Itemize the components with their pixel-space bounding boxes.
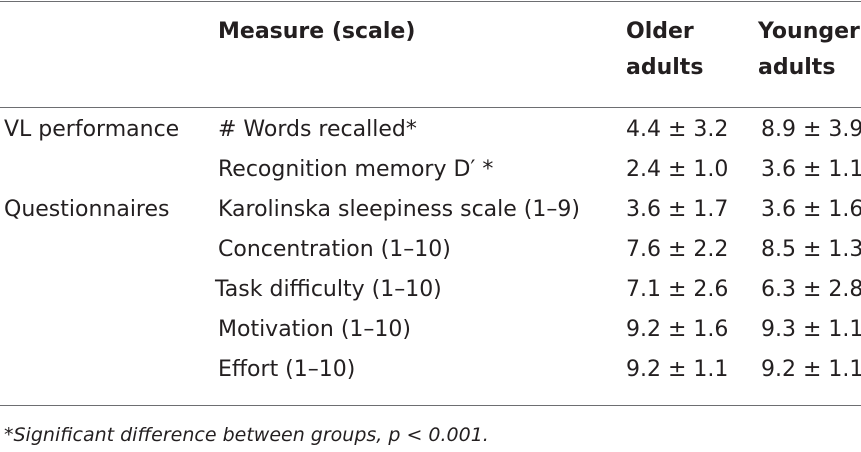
older-adults-value: 7.1 ± 2.6 xyxy=(626,277,729,302)
table-row: VL performance # Words recalled* 4.4 ± 3… xyxy=(0,110,861,150)
measure-cell: Effort (1–10) xyxy=(218,357,356,382)
column-header-older-line1: Older xyxy=(626,19,694,44)
group-label: Questionnaires xyxy=(4,197,170,222)
table-row: Motivation (1–10) 9.2 ± 1.6 9.3 ± 1.1 xyxy=(0,310,861,350)
measure-cell: Karolinska sleepiness scale (1–9) xyxy=(218,197,580,222)
column-header-younger-line1: Younger xyxy=(758,19,860,44)
younger-adults-value: 8.9 ± 3.9 xyxy=(761,117,861,142)
older-adults-value: 9.2 ± 1.1 xyxy=(626,357,729,382)
table-row: Effort (1–10) 9.2 ± 1.1 9.2 ± 1.1 xyxy=(0,350,861,390)
column-header-measure: Measure (scale) xyxy=(218,19,416,44)
older-adults-value: 4.4 ± 3.2 xyxy=(626,117,729,142)
older-adults-value: 2.4 ± 1.0 xyxy=(626,157,729,182)
table-footnote: *Significant difference between groups, … xyxy=(4,424,489,446)
measure-cell: Task difficulty (1–10) xyxy=(215,277,442,302)
group-label: VL performance xyxy=(4,117,180,142)
older-adults-value: 9.2 ± 1.6 xyxy=(626,317,729,342)
table-row: Questionnaires Karolinska sleepiness sca… xyxy=(0,190,861,230)
table-row: Task difficulty (1–10) 7.1 ± 2.6 6.3 ± 2… xyxy=(0,270,861,310)
younger-adults-value: 9.3 ± 1.1 xyxy=(761,317,861,342)
measure-cell: Recognition memory D′ * xyxy=(218,157,494,182)
younger-adults-value: 3.6 ± 1.1 xyxy=(761,157,861,182)
column-header-older-adults: Older adults xyxy=(626,14,703,86)
header-divider-rule xyxy=(0,107,861,108)
younger-adults-value: 6.3 ± 2.8 xyxy=(761,277,861,302)
table-bottom-rule xyxy=(0,405,861,406)
older-adults-value: 7.6 ± 2.2 xyxy=(626,237,729,262)
younger-adults-value: 9.2 ± 1.1 xyxy=(761,357,861,382)
column-header-older-line2: adults xyxy=(626,55,704,80)
younger-adults-value: 3.6 ± 1.6 xyxy=(761,197,861,222)
column-header-younger-line2: adults xyxy=(758,55,836,80)
table-row: Concentration (1–10) 7.6 ± 2.2 8.5 ± 1.3 xyxy=(0,230,861,270)
table-row: Recognition memory D′ * 2.4 ± 1.0 3.6 ± … xyxy=(0,150,861,190)
column-header-younger-adults: Younger adults xyxy=(758,14,860,86)
measure-cell: Motivation (1–10) xyxy=(218,317,411,342)
measure-cell: # Words recalled* xyxy=(218,117,417,142)
measure-cell: Concentration (1–10) xyxy=(218,237,451,262)
table-top-rule xyxy=(0,1,861,2)
younger-adults-value: 8.5 ± 1.3 xyxy=(761,237,861,262)
older-adults-value: 3.6 ± 1.7 xyxy=(626,197,729,222)
